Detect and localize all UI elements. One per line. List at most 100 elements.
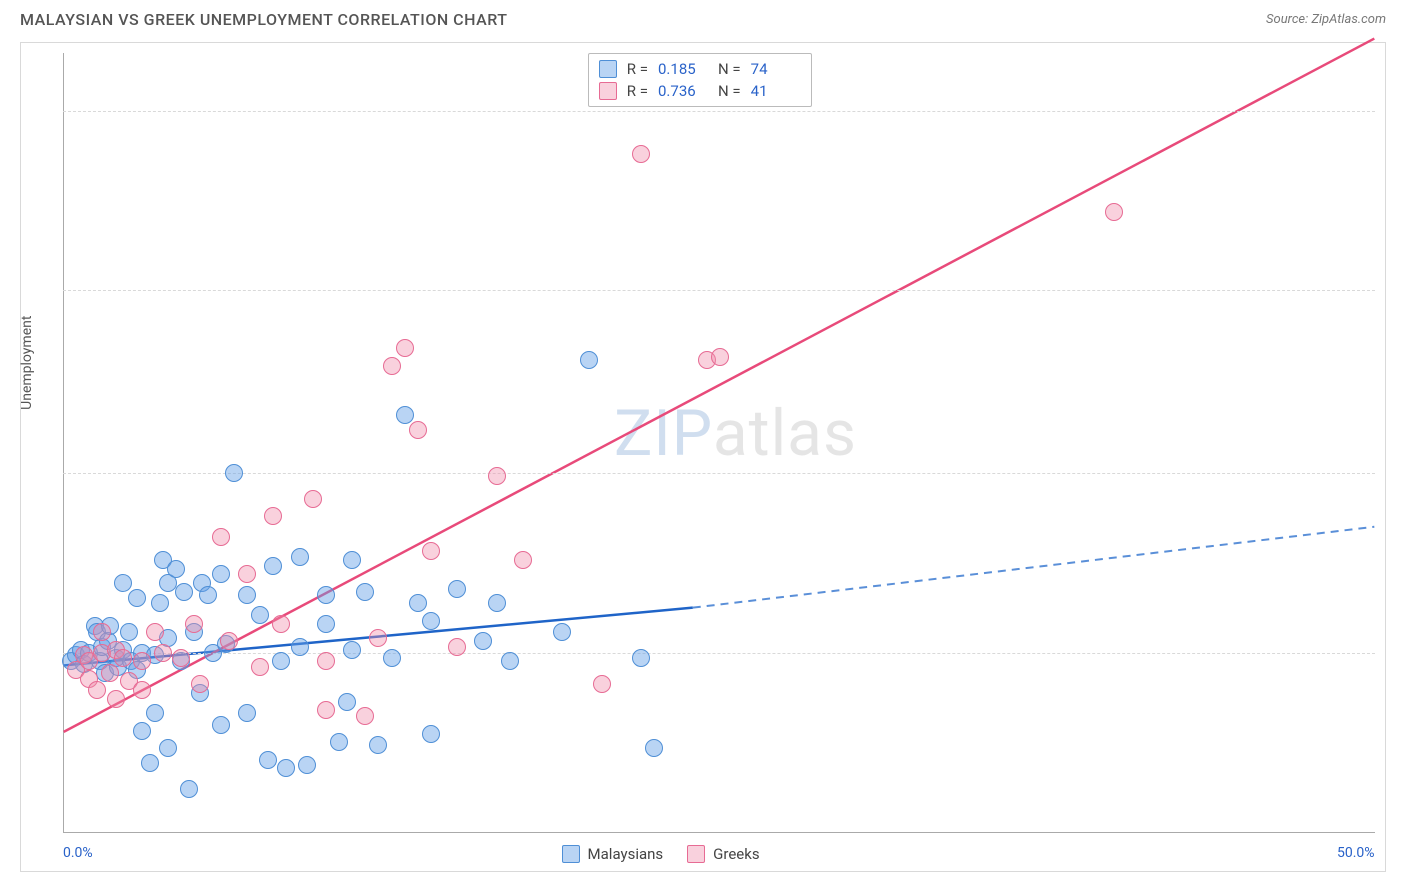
data-point (220, 632, 238, 650)
watermark: ZIPatlas (614, 396, 857, 471)
data-point (298, 756, 316, 774)
legend-swatch (687, 845, 705, 863)
data-point (330, 733, 348, 751)
data-point (114, 574, 132, 592)
data-point (146, 704, 164, 722)
watermark-part-b: atlas (713, 396, 857, 471)
data-point (159, 739, 177, 757)
gridline (63, 473, 1375, 474)
data-point (448, 580, 466, 598)
data-point (167, 560, 185, 578)
data-point (409, 421, 427, 439)
n-value: 41 (751, 82, 801, 100)
data-point (304, 490, 322, 508)
data-point (141, 754, 159, 772)
gridline (63, 111, 1375, 112)
data-point (180, 780, 198, 798)
data-point (251, 606, 269, 624)
r-label: R = (627, 60, 648, 78)
data-point (369, 629, 387, 647)
r-label: R = (627, 82, 648, 100)
watermark-part-a: ZIP (614, 396, 713, 471)
gridline (63, 653, 1375, 654)
source-label: Source: (1266, 12, 1308, 27)
correlation-legend: R =0.185N =74R =0.736N =41 (588, 53, 812, 107)
legend-row: R = 0.185 N = 74 (599, 58, 801, 80)
data-point (632, 145, 650, 163)
data-point (251, 658, 269, 676)
data-point (264, 557, 282, 575)
legend-row: R =0.736N =41 (599, 80, 801, 102)
data-point (120, 623, 138, 641)
data-point (175, 583, 193, 601)
data-point (422, 542, 440, 560)
data-point (238, 704, 256, 722)
data-point (645, 739, 663, 757)
series-legend: Malaysians Greeks (562, 845, 760, 863)
data-point (409, 594, 427, 612)
data-point (225, 464, 243, 482)
x-tick-label: 0.0% (63, 845, 93, 861)
data-point (501, 652, 519, 670)
data-point (185, 615, 203, 633)
data-point (88, 681, 106, 699)
data-point (272, 615, 290, 633)
data-point (212, 716, 230, 734)
trend-lines (63, 53, 1375, 833)
data-point (422, 612, 440, 630)
n-value: 74 (751, 60, 801, 78)
data-point (632, 649, 650, 667)
data-point (553, 623, 571, 641)
legend-swatch (599, 82, 617, 100)
data-point (291, 548, 309, 566)
data-point (448, 638, 466, 656)
n-label: N = (718, 82, 741, 100)
data-point (383, 357, 401, 375)
data-point (128, 589, 146, 607)
series-legend-item: Greeks (687, 845, 759, 863)
data-point (711, 348, 729, 366)
n-label: N = (718, 60, 741, 78)
x-axis (63, 832, 1375, 833)
data-point (107, 690, 125, 708)
data-point (212, 528, 230, 546)
source-attribution: Source: ZipAtlas.com (1266, 12, 1386, 27)
legend-swatch (599, 60, 617, 78)
x-tick-label: 50.0% (1337, 845, 1375, 861)
data-point (101, 664, 119, 682)
chart-container: Unemployment ZIPatlas R = 0.185 N = 74 R = 0.… (20, 42, 1386, 872)
data-point (369, 736, 387, 754)
source-name: ZipAtlas.com (1311, 12, 1386, 27)
data-point (1105, 203, 1123, 221)
data-point (133, 722, 151, 740)
data-point (199, 586, 217, 604)
data-point (396, 406, 414, 424)
data-point (488, 594, 506, 612)
data-point (356, 707, 374, 725)
y-tick-label: 25.0% (1383, 103, 1406, 119)
data-point (338, 693, 356, 711)
data-point (133, 652, 151, 670)
series-label: Malaysians (588, 845, 664, 863)
data-point (422, 725, 440, 743)
data-point (238, 565, 256, 583)
y-axis (63, 53, 64, 833)
series-legend-item: Malaysians (562, 845, 664, 863)
data-point (277, 759, 295, 777)
data-point (317, 652, 335, 670)
data-point (151, 594, 169, 612)
data-point (272, 652, 290, 670)
data-point (514, 551, 532, 569)
data-point (580, 351, 598, 369)
data-point (317, 701, 335, 719)
data-point (212, 565, 230, 583)
r-value: 0.185 (658, 60, 708, 78)
series-label: Greeks (713, 845, 759, 863)
data-point (343, 551, 361, 569)
data-point (343, 641, 361, 659)
y-axis-label: Unemployment (19, 316, 35, 410)
y-tick-label: 12.5% (1383, 465, 1406, 481)
plot-area: ZIPatlas R =0.185N =74R =0.736N =41 Mala… (63, 53, 1375, 833)
data-point (317, 615, 335, 633)
data-point (291, 638, 309, 656)
